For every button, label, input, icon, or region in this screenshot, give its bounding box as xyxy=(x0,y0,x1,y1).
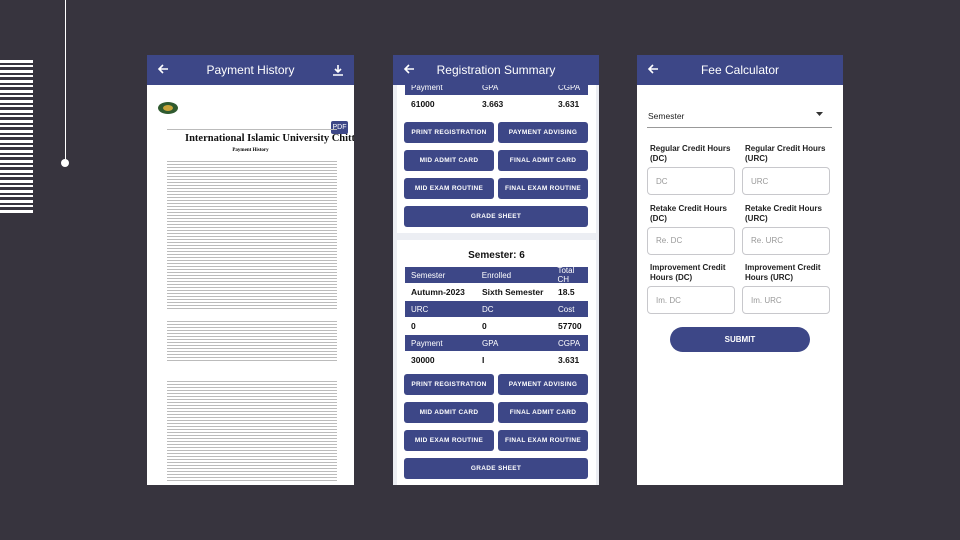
semester-card: Semester: 6 Semester Enrolled Total CH Autu… xyxy=(397,240,596,485)
table-cell: 57700 xyxy=(558,321,582,331)
decor-line xyxy=(65,0,66,163)
back-button[interactable] xyxy=(647,63,659,75)
field-label: Improvement Credit Hours (URC) xyxy=(745,263,821,282)
pdf-badge[interactable]: PDF xyxy=(331,121,348,134)
action-button[interactable]: PAYMENT ADVISING xyxy=(498,122,588,143)
value-cell: 3.631 xyxy=(558,99,580,109)
semester-dropdown[interactable]: Semester xyxy=(647,108,832,128)
table-row: Autumn-2023 Sixth Semester 18.5 xyxy=(405,284,588,300)
field-label: Regular Credit Hours (URC) xyxy=(745,144,826,163)
table-row: 0 0 57700 xyxy=(405,318,588,334)
value-cell: 61000 xyxy=(411,99,435,109)
table-cell: Autumn-2023 xyxy=(411,287,465,297)
app-bar: Fee Calculator xyxy=(637,55,843,85)
table-cell: 18.5 xyxy=(558,287,575,297)
text-input[interactable]: URC xyxy=(742,167,830,195)
university-logo xyxy=(158,102,178,114)
action-button[interactable]: FINAL ADMIT CARD xyxy=(498,402,588,423)
app-bar: Payment History xyxy=(147,55,354,85)
action-button[interactable]: MID ADMIT CARD xyxy=(404,150,494,171)
table-cell: GPA xyxy=(482,338,499,348)
action-button[interactable]: FINAL EXAM ROUTINE xyxy=(498,178,588,199)
action-button[interactable]: PAYMENT ADVISING xyxy=(498,374,588,395)
action-button[interactable]: PRINT REGISTRATION xyxy=(404,122,494,143)
value-cell: 3.663 xyxy=(482,99,504,109)
table-header: URC DC Cost xyxy=(405,301,588,317)
registration-summary-screen: Payment GPA CGPA 61000 3.663 3.631 PRINT REG… xyxy=(393,55,599,485)
table-cell: I xyxy=(482,355,485,365)
content: Payment GPA CGPA 61000 3.663 3.631 PRINT REG… xyxy=(393,79,599,485)
table-header: Semester Enrolled Total CH xyxy=(405,266,588,284)
text-block xyxy=(167,381,337,481)
field-label: Regular Credit Hours (DC) xyxy=(650,144,731,163)
table-cell: DC xyxy=(482,304,494,314)
table-cell: Total CH xyxy=(557,266,575,284)
payment-history-screen: Payment History International Islamic Un… xyxy=(147,55,354,485)
table-header: Payment GPA CGPA xyxy=(405,335,588,351)
field-label: Retake Credit Hours (DC) xyxy=(650,203,727,223)
screen-title: Registration Summary xyxy=(436,63,556,77)
table-cell: 0 xyxy=(411,321,416,331)
table-cell: CGPA xyxy=(558,338,581,348)
action-button[interactable]: GRADE SHEET xyxy=(404,206,588,227)
text-input[interactable]: DC xyxy=(647,167,735,195)
app-bar: Registration Summary xyxy=(393,55,599,85)
action-button[interactable]: GRADE SHEET xyxy=(404,458,588,479)
field-label: Improvement Credit Hours (DC) xyxy=(650,263,726,282)
action-button[interactable]: MID ADMIT CARD xyxy=(404,402,494,423)
header-cell: GPA xyxy=(482,82,499,92)
text-input[interactable]: Im. URC xyxy=(742,286,830,314)
table-cell: 30000 xyxy=(411,355,435,365)
table-cell: URC xyxy=(411,304,429,314)
fee-calculator-screen: Fee Calculator Semester Regular Credit H… xyxy=(637,55,843,485)
screen-title: Fee Calculator xyxy=(700,63,780,77)
decor-stripes xyxy=(0,60,33,213)
table-row: 30000 I 3.631 xyxy=(405,352,588,368)
text-block xyxy=(167,129,337,131)
text-block xyxy=(167,321,337,361)
text-input[interactable]: Im. DC xyxy=(647,286,735,314)
text-block xyxy=(167,161,337,311)
submit-button[interactable]: SUBMIT xyxy=(670,327,810,352)
pdf-document: International Islamic University Chittag… xyxy=(147,85,354,485)
action-button[interactable]: MID EXAM ROUTINE xyxy=(404,430,494,451)
university-name: International Islamic University Chittag… xyxy=(185,133,354,144)
action-button[interactable]: MID EXAM ROUTINE xyxy=(404,178,494,199)
decor-dot xyxy=(61,159,69,167)
header-cell: Payment xyxy=(411,82,443,92)
field-label: Retake Credit Hours (URC) xyxy=(745,203,822,223)
dropdown-arrow xyxy=(816,112,823,116)
text-input[interactable]: Re. URC xyxy=(742,226,830,255)
table-cell: Semester xyxy=(411,270,446,280)
semester-title: Semester: 6 xyxy=(468,250,525,261)
previous-semester-card: Payment GPA CGPA 61000 3.663 3.631 PRINT REG… xyxy=(397,79,596,233)
text-input[interactable]: Re. DC xyxy=(647,226,735,255)
table-cell: Enrolled xyxy=(481,270,512,280)
table-cell: 0 xyxy=(482,321,487,331)
screen-title: Payment History xyxy=(206,63,295,77)
back-button[interactable] xyxy=(403,63,415,75)
header-cell: CGPA xyxy=(558,82,581,92)
action-button[interactable]: PRINT REGISTRATION xyxy=(404,374,494,395)
table-cell: Payment xyxy=(411,338,443,348)
table-cell: Cost xyxy=(558,304,575,314)
dropdown-label: Semester xyxy=(648,111,685,121)
action-button[interactable]: FINAL EXAM ROUTINE xyxy=(498,430,588,451)
table-cell: 3.631 xyxy=(558,355,580,365)
table-cell: Sixth Semester xyxy=(482,287,544,297)
action-button[interactable]: FINAL ADMIT CARD xyxy=(498,150,588,171)
back-button[interactable] xyxy=(157,63,169,75)
document-heading: Payment History xyxy=(232,148,269,153)
table-row: 61000 3.663 3.631 xyxy=(405,96,588,112)
download-button[interactable] xyxy=(332,64,344,76)
